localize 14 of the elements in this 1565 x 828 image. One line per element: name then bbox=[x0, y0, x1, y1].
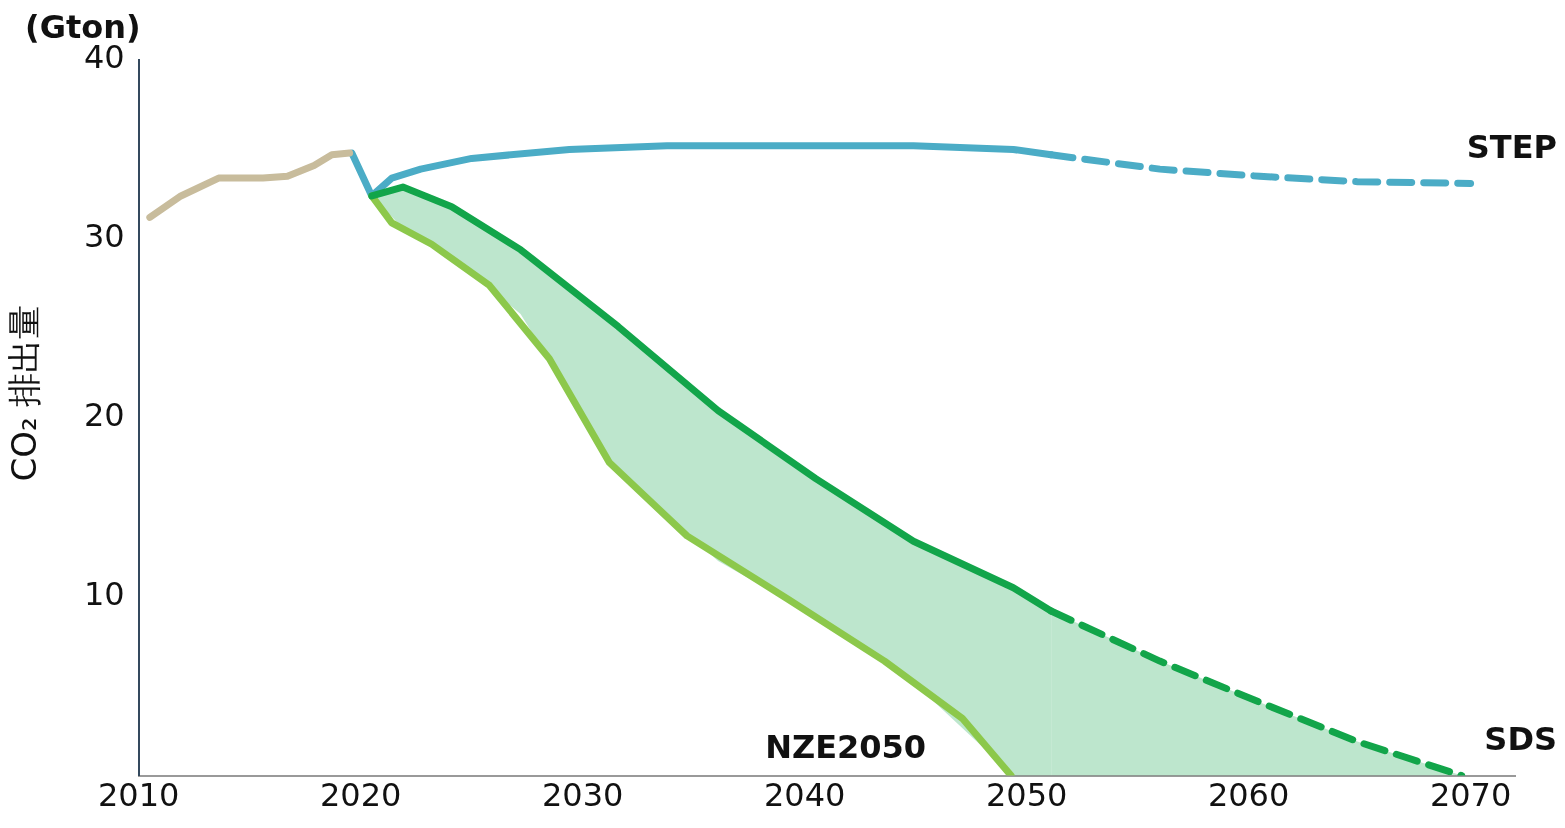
x-tick-label: 2030 bbox=[541, 776, 624, 815]
x-tick-label: 2010 bbox=[98, 776, 180, 815]
series-label: NZE2050 bbox=[765, 727, 927, 766]
series-label: STEP bbox=[1466, 127, 1557, 166]
y-tick-label: 10 bbox=[84, 575, 125, 614]
y-tick-label: 20 bbox=[84, 396, 125, 435]
x-tick-label: 2020 bbox=[319, 776, 402, 815]
series-label: SDS bbox=[1484, 719, 1557, 758]
x-tick-label: 2050 bbox=[985, 776, 1068, 815]
y-axis-title: CO₂ 排出量 bbox=[3, 303, 45, 484]
y-tick-label: 30 bbox=[84, 217, 125, 256]
x-tick-label: 2070 bbox=[1429, 776, 1512, 815]
x-tick-label: 2060 bbox=[1207, 776, 1290, 815]
x-tick-label: 2040 bbox=[763, 776, 846, 815]
